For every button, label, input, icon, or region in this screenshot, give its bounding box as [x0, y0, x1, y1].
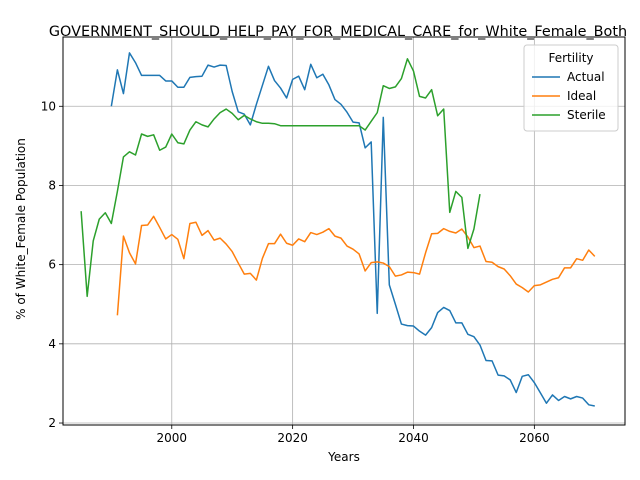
series-line-actual — [110, 52, 595, 407]
y-tick-label: 10 — [41, 99, 56, 113]
y-tick-label: 4 — [48, 337, 56, 351]
series-layer — [80, 52, 596, 407]
plot-frame — [62, 36, 626, 426]
x-tick-label: 2020 — [277, 431, 308, 445]
series-line-sterile — [80, 58, 481, 298]
legend-label-ideal: Ideal — [567, 89, 596, 103]
chart-title: GOVERNMENT_SHOULD_HELP_PAY_FOR_MEDICAL_C… — [49, 24, 627, 40]
legend-label-sterile: Sterile — [567, 108, 606, 122]
x-axis-label: Years — [327, 450, 360, 464]
legend: Fertility Actual Ideal Sterile — [523, 44, 619, 132]
y-axis: 2 4 6 8 10 — [41, 99, 63, 430]
y-tick-label: 6 — [48, 258, 56, 272]
x-tick-label: 2060 — [519, 431, 550, 445]
y-axis-label: % of White_Female Population — [14, 138, 28, 320]
y-tick-label: 8 — [48, 178, 56, 192]
x-tick-label: 2000 — [157, 431, 188, 445]
y-tick-label: 2 — [48, 416, 56, 430]
legend-label-actual: Actual — [567, 70, 605, 84]
legend-box — [523, 44, 619, 132]
series-line-ideal — [116, 215, 596, 316]
legend-title: Fertility — [548, 51, 593, 65]
legend-items: Actual Ideal Sterile — [532, 70, 606, 122]
x-tick-label: 2040 — [398, 431, 429, 445]
x-axis: 2000 2020 2040 2060 — [157, 425, 550, 445]
